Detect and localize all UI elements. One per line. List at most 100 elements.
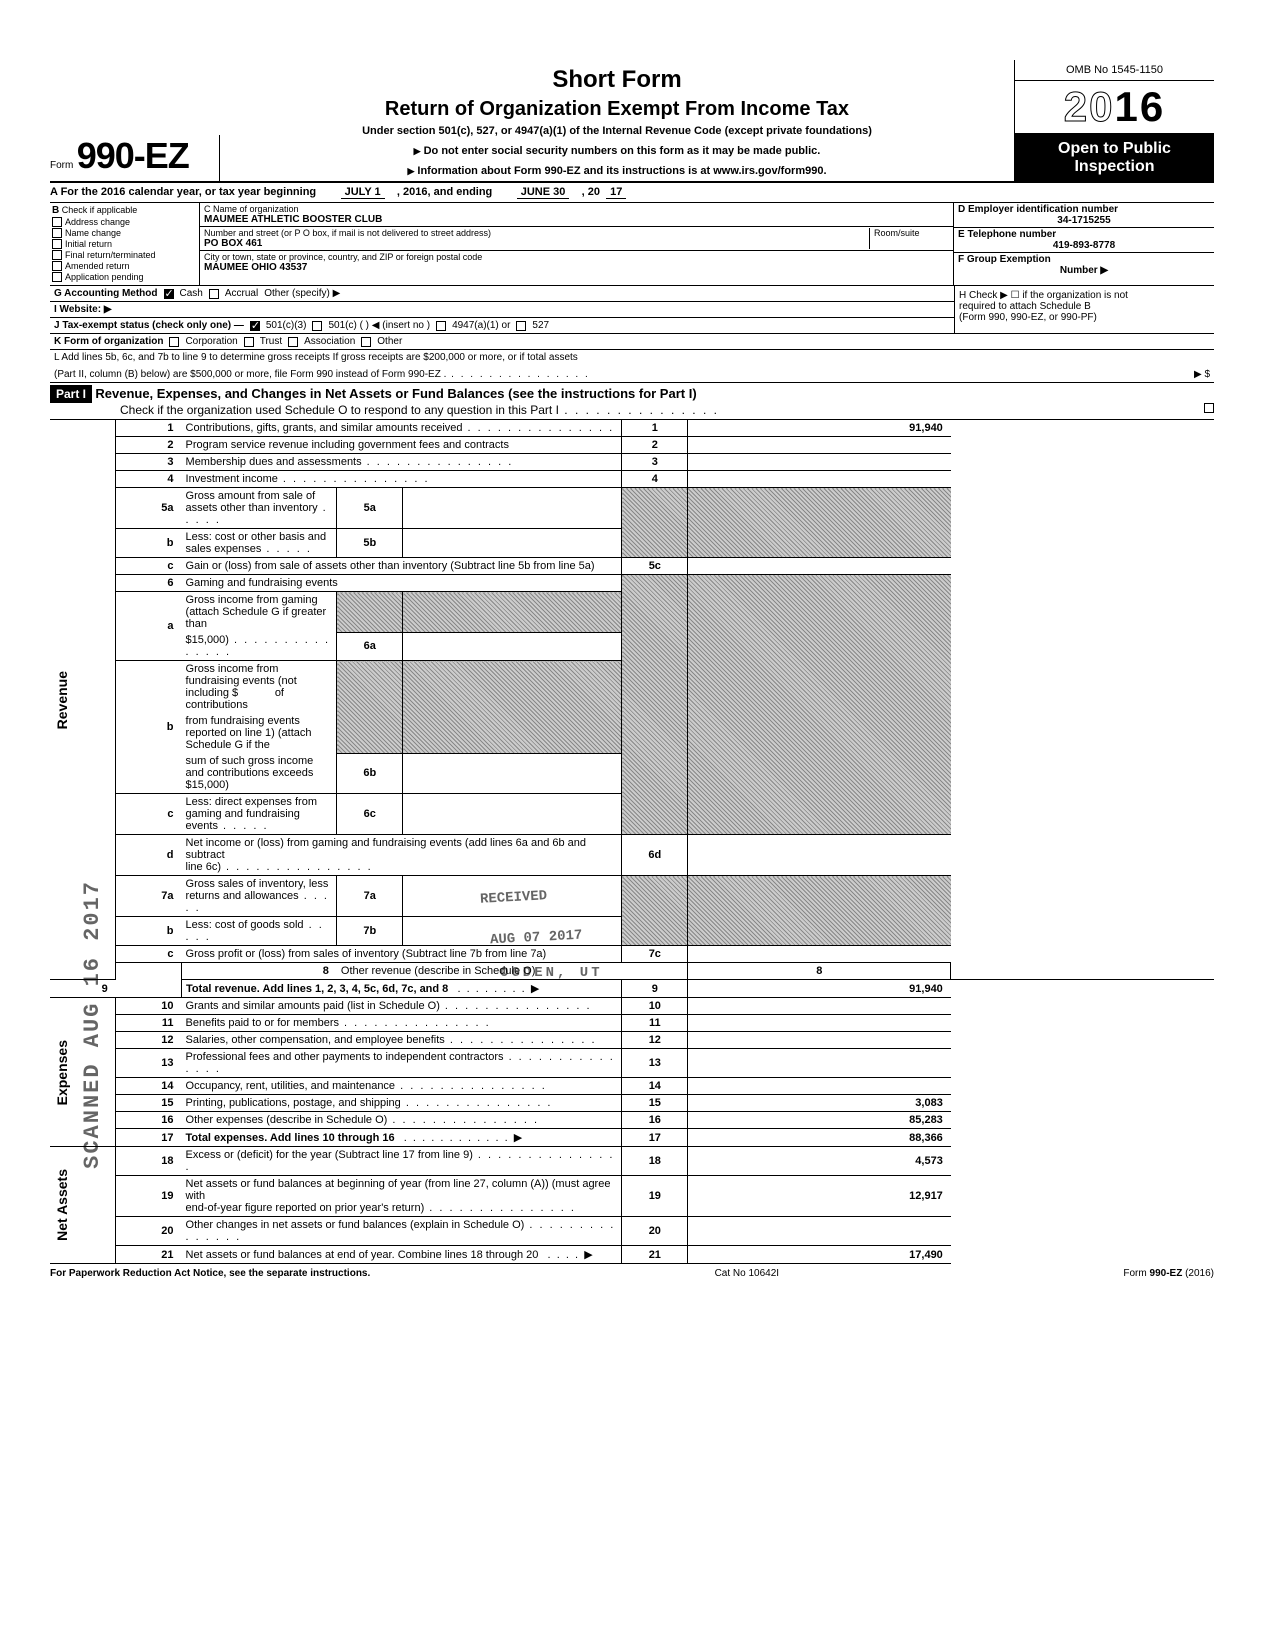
chk-other-org[interactable]	[361, 337, 371, 347]
chk-final[interactable]	[52, 250, 62, 260]
l19-d: Net assets or fund balances at beginning…	[182, 1176, 622, 1217]
year: 2016	[1015, 81, 1214, 134]
chk-initial[interactable]	[52, 239, 62, 249]
l3-n: 3	[116, 454, 182, 471]
l16-r: 16	[622, 1112, 688, 1129]
row-i: I Website: ▶	[50, 302, 954, 318]
l11-v	[688, 1015, 951, 1032]
c-name-label: C Name of organization	[204, 204, 949, 214]
l14-v	[688, 1078, 951, 1095]
l5b-m: 5b	[337, 529, 403, 558]
l17-r: 17	[622, 1129, 688, 1147]
l8-d: Other revenue (describe in Schedule O)	[337, 963, 688, 980]
chk-cash[interactable]	[164, 289, 174, 299]
l2-v	[688, 437, 951, 454]
shade-6av	[403, 592, 622, 633]
l13-v	[688, 1049, 951, 1078]
l13-n: 13	[116, 1049, 182, 1078]
l5c-v	[688, 558, 951, 575]
l6b-m: 6b	[337, 753, 403, 794]
l15-d: Printing, publications, postage, and shi…	[182, 1095, 622, 1112]
row-a-end-label: , 20	[582, 186, 600, 199]
l11-r: 11	[622, 1015, 688, 1032]
shade-6b	[337, 661, 403, 754]
l4-r: 4	[622, 471, 688, 488]
l6d-r: 6d	[622, 835, 688, 876]
l14-r: 14	[622, 1078, 688, 1095]
chk-501c[interactable]	[312, 321, 322, 331]
chk-pending[interactable]	[52, 272, 62, 282]
b-check-label: Check if applicable	[62, 205, 138, 215]
chk-527[interactable]	[516, 321, 526, 331]
chk-name[interactable]	[52, 228, 62, 238]
l6c-mv	[403, 794, 622, 835]
c-room-label: Room/suite	[874, 228, 949, 238]
l6c-m: 6c	[337, 794, 403, 835]
chk-501c3[interactable]	[250, 321, 260, 331]
l21-n: 21	[116, 1246, 182, 1264]
rev-cont	[116, 963, 182, 998]
row-a-mid: , 2016, and ending	[397, 186, 492, 199]
l4-v	[688, 471, 951, 488]
l5a-d: Gross amount from sale of assets other t…	[182, 488, 337, 529]
l7b-mv	[403, 917, 622, 946]
l19-v: 12,917	[688, 1176, 951, 1217]
l6b-d4: sum of such gross income and contributio…	[182, 753, 337, 794]
e-label: E Telephone number	[958, 229, 1210, 240]
chk-amended[interactable]	[52, 261, 62, 271]
info-note: Information about Form 990-EZ and its in…	[230, 165, 1004, 177]
l6c-n: c	[116, 794, 182, 835]
row-a-end-year: 17	[606, 186, 626, 199]
i-label: I Website: ▶	[54, 304, 112, 315]
f-label: F Group Exemption	[958, 254, 1210, 265]
l11-n: 11	[116, 1015, 182, 1032]
l6b-n: b	[116, 661, 182, 794]
row-a: A For the 2016 calendar year, or tax yea…	[50, 183, 1214, 203]
chk-4947[interactable]	[436, 321, 446, 331]
l11-d: Benefits paid to or for members	[182, 1015, 622, 1032]
title-cell: Short Form Return of Organization Exempt…	[220, 66, 1014, 181]
j-opt-1: 501(c) ( ) ◀ (insert no )	[328, 320, 430, 331]
l3-d: Membership dues and assessments	[182, 454, 622, 471]
revenue-label-cell: Revenue	[50, 420, 116, 980]
l5c-n: c	[116, 558, 182, 575]
l5c-r: 5c	[622, 558, 688, 575]
j-opt-3: 527	[532, 320, 549, 331]
opt-pending: Application pending	[65, 272, 144, 282]
k-opt-other: Other	[377, 336, 402, 347]
chk-assoc[interactable]	[288, 337, 298, 347]
l4-d: Investment income	[182, 471, 622, 488]
l5a-m: 5a	[337, 488, 403, 529]
l10-d: Grants and similar amounts paid (list in…	[182, 998, 622, 1015]
l7b-n: b	[116, 917, 182, 946]
l17-v: 88,366	[688, 1129, 951, 1147]
chk-part1[interactable]	[1204, 403, 1214, 413]
chk-accrual[interactable]	[209, 289, 219, 299]
k-opt-trust: Trust	[260, 336, 282, 347]
l7a-n: 7a	[116, 876, 182, 917]
l13-d: Professional fees and other payments to …	[182, 1049, 622, 1078]
chk-address[interactable]	[52, 217, 62, 227]
l14-d: Occupancy, rent, utilities, and maintena…	[182, 1078, 622, 1095]
l10-n: 10	[116, 998, 182, 1015]
l1-r: 1	[622, 420, 688, 437]
expenses-label-cell: Expenses	[50, 998, 116, 1147]
l6a-mv	[403, 632, 622, 661]
l20-r: 20	[622, 1217, 688, 1246]
short-form: Short Form	[230, 66, 1004, 94]
e-phone: 419-893-8778	[958, 240, 1210, 251]
ssn-note: Do not enter social security numbers on …	[230, 145, 1004, 157]
open-text: Open to Public	[1019, 140, 1210, 158]
opt-other: Other (specify) ▶	[264, 288, 340, 299]
l7b-m: 7b	[337, 917, 403, 946]
l6b-d: Gross income from fundraising events (no…	[182, 661, 337, 714]
c-street: PO BOX 461	[204, 238, 869, 249]
footer-right: Form 990-EZ (2016)	[1123, 1268, 1214, 1279]
chk-corp[interactable]	[169, 337, 179, 347]
d-ein: 34-1715255	[958, 215, 1210, 226]
expenses-label: Expenses	[54, 1040, 70, 1105]
h-text3: (Form 990, 990-EZ, or 990-PF)	[959, 312, 1210, 323]
k-label: K Form of organization	[54, 336, 163, 347]
chk-trust[interactable]	[244, 337, 254, 347]
l6d-n: d	[116, 835, 182, 876]
